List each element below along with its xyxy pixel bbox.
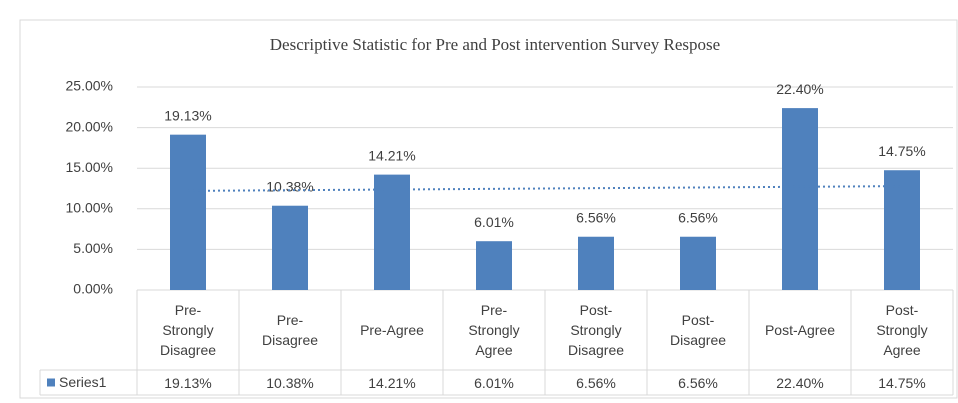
- table-value: 14.75%: [878, 374, 926, 391]
- data-label: 14.21%: [368, 147, 415, 163]
- category-label: Pre-Disagree: [261, 312, 319, 348]
- legend-swatch: [47, 378, 55, 387]
- legend-label: Series1: [59, 374, 107, 390]
- table-value: 10.38%: [266, 374, 314, 391]
- y-tick-label: 20.00%: [66, 118, 113, 134]
- category-label: Post-Strongly Disagree: [567, 302, 625, 358]
- y-tick-label: 5.00%: [73, 240, 113, 256]
- bar: [578, 236, 614, 290]
- category-label: Post-Disagree: [669, 312, 727, 348]
- data-label: 10.38%: [266, 178, 313, 194]
- data-label: 14.75%: [878, 143, 925, 159]
- y-tick-label: 0.00%: [73, 281, 113, 297]
- table-value: 6.56%: [678, 374, 718, 391]
- data-label: 6.01%: [474, 214, 514, 230]
- table-value: 6.01%: [474, 374, 514, 391]
- y-tick-label: 25.00%: [66, 78, 113, 94]
- category-label: Post-Strongly Agree: [876, 302, 928, 358]
- bar: [680, 236, 716, 290]
- data-label: 19.13%: [164, 107, 211, 123]
- category-label: Post-Agree: [764, 322, 836, 338]
- bar: [884, 170, 920, 290]
- category-label: Pre-Strongly Agree: [468, 302, 520, 358]
- trendline: [187, 185, 903, 192]
- data-label: 6.56%: [678, 209, 718, 225]
- table-value: 14.21%: [368, 374, 416, 391]
- category-label: Pre-Strongly Disagree: [159, 302, 217, 358]
- bar: [272, 205, 308, 290]
- data-label: 22.40%: [776, 81, 823, 97]
- bar: [170, 134, 206, 290]
- data-label: 6.56%: [576, 209, 616, 225]
- y-tick-label: 10.00%: [66, 200, 113, 216]
- table-value: 22.40%: [776, 374, 824, 391]
- y-tick-label: 15.00%: [66, 159, 113, 175]
- bar: [374, 174, 410, 290]
- bar: [476, 241, 512, 290]
- bar: [782, 108, 818, 290]
- table-value: 19.13%: [164, 374, 212, 391]
- chart-title: Descriptive Statistic for Pre and Post i…: [270, 35, 720, 54]
- table-value: 6.56%: [576, 374, 616, 391]
- category-label: Pre-Agree: [360, 322, 424, 338]
